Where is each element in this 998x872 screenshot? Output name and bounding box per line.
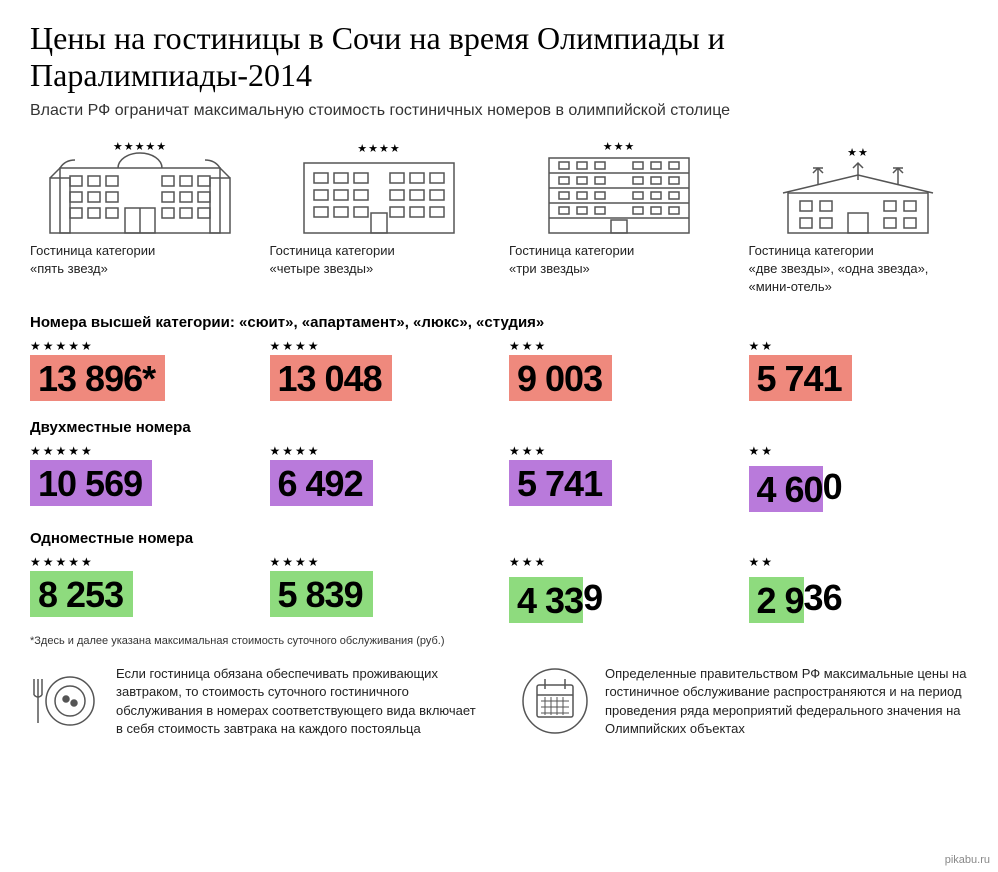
price-value-overflow: 9 [583,571,602,623]
price-value: 5 741 [749,355,852,401]
hotel-label-line2: «две звезды», «одна звезда», «мини-отель… [749,261,929,294]
note-text: Если гостиница обязана обеспечивать прож… [116,665,479,738]
section-label: Двухместные номера [30,419,968,436]
hotel-category-5star: ★★★★★ Гостиница категории «пять звезд» [30,138,250,297]
price-row: ★★★★★ 8 253 ★★★★ 5 839 ★★★ 4 339 ★★ 2 936 [30,555,968,623]
price-value-overflow: 0 [823,460,842,512]
price-cell: ★★★ 4 339 [509,555,729,623]
hotel-4star-icon: ★★★★ [270,138,490,238]
footnote: *Здесь и далее указана максимальная стои… [30,635,968,647]
price-cell: ★★ 4 600 [749,444,969,512]
star-rating: ★★★ [509,444,729,458]
star-rating: ★★★ [509,339,729,353]
price-cell: ★★ 5 741 [749,339,969,401]
hotel-label-line2: «три звезды» [509,261,590,276]
price-cell: ★★★★★ 8 253 [30,555,250,623]
hotel-5star-icon: ★★★★★ [30,138,250,238]
hotel-categories-row: ★★★★★ Гостиница категории«пять звезд» ★★… [30,138,968,297]
hotel-3star-icon: ★★★ [509,138,729,238]
notes-row: Если гостиница обязана обеспечивать прож… [30,665,968,738]
price-value: 8 253 [30,571,133,617]
price-value-overflow: 36 [804,571,842,623]
price-value: 5 839 [270,571,373,617]
plate-icon [30,665,102,737]
price-cell: ★★★★ 13 048 [270,339,490,401]
note-text: Определенные правительством РФ максималь… [605,665,968,738]
star-rating: ★★ [749,444,969,458]
svg-text:★★★★: ★★★★ [358,143,401,155]
price-cell: ★★★ 9 003 [509,339,729,401]
price-cell: ★★★★ 5 839 [270,555,490,623]
svg-text:★★★★★: ★★★★★ [113,141,167,153]
note-breakfast: Если гостиница обязана обеспечивать прож… [30,665,479,738]
hotel-category-2star: ★★ Гостиница категории «две звезды», «одн… [749,138,969,297]
price-value: 4 60 [749,466,823,512]
price-value: 4 33 [509,577,583,623]
svg-text:★★: ★★ [847,147,869,159]
hotel-category-4star: ★★★★ Гостиница категории «четыре звезды» [270,138,490,297]
star-rating: ★★ [749,555,969,569]
calendar-icon [519,665,591,737]
star-rating: ★★★★★ [30,339,250,353]
hotel-label: Гостиница категории [270,243,395,258]
price-cell: ★★★★★ 13 896* [30,339,250,401]
hotel-label: Гостиница категории [30,243,155,258]
hotel-label: Гостиница категории [749,243,874,258]
star-rating: ★★★★★ [30,555,250,569]
star-rating: ★★★★ [270,555,490,569]
price-row: ★★★★★ 13 896* ★★★★ 13 048 ★★★ 9 003 ★★ 5 741 [30,339,968,401]
note-calendar: Определенные правительством РФ максималь… [519,665,968,738]
svg-text:★★★: ★★★ [602,141,635,153]
price-value: 13 896* [30,355,165,401]
hotel-category-3star: ★★★ Гостиница категории «три звезды» [509,138,729,297]
page-subtitle: Власти РФ ограничат максимальную стоимос… [30,102,968,120]
price-cell: ★★★ 5 741 [509,444,729,512]
price-value: 6 492 [270,460,373,506]
price-value: 9 003 [509,355,612,401]
price-cell: ★★ 2 936 [749,555,969,623]
price-value: 13 048 [270,355,392,401]
price-row: ★★★★★ 10 569 ★★★★ 6 492 ★★★ 5 741 ★★ 4 600 [30,444,968,512]
page-title: Цены на гостиницы в Сочи на время Олимпи… [30,20,968,94]
price-cell: ★★★★ 6 492 [270,444,490,512]
price-value: 10 569 [30,460,152,506]
hotel-label-line2: «пять звезд» [30,261,108,276]
source-attribution: pikabu.ru [945,854,990,866]
hotel-label: Гостиница категории [509,243,634,258]
price-cell: ★★★★★ 10 569 [30,444,250,512]
price-value: 5 741 [509,460,612,506]
star-rating: ★★★★ [270,339,490,353]
star-rating: ★★★★★ [30,444,250,458]
hotel-label-line2: «четыре звезды» [270,261,374,276]
section-label: Номера высшей категории: «сюит», «апарта… [30,314,968,331]
star-rating: ★★★ [509,555,729,569]
star-rating: ★★★★ [270,444,490,458]
price-value: 2 9 [749,577,804,623]
section-label: Одноместные номера [30,530,968,547]
star-rating: ★★ [749,339,969,353]
hotel-2star-icon: ★★ [749,138,969,238]
